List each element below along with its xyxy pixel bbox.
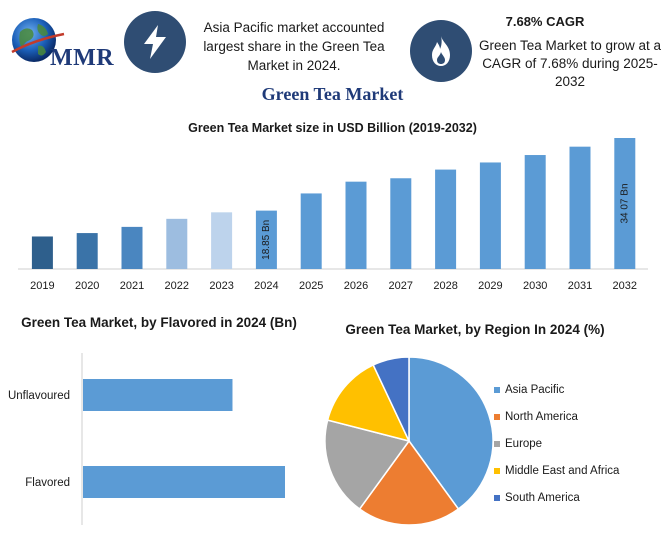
lightning-icon xyxy=(144,25,166,59)
x-tick-label: 2028 xyxy=(433,280,457,292)
legend-item: Europe xyxy=(494,430,619,457)
y-tick-label: Flavored xyxy=(25,477,70,489)
region-chart-title: Green Tea Market, by Region In 2024 (%) xyxy=(345,322,605,337)
legend-label: Asia Pacific xyxy=(505,383,565,396)
market-size-chart-title: Green Tea Market size in USD Billion (20… xyxy=(188,121,477,135)
legend-item: South America xyxy=(494,484,619,511)
flavored-bar-chart: Unflavoured Flavored xyxy=(8,353,285,525)
pie-slice-europe xyxy=(324,419,411,511)
region-pie-chart xyxy=(324,356,494,526)
cagr-title: 7.68% CAGR xyxy=(505,14,585,29)
lightning-badge xyxy=(124,11,186,73)
x-tick-label: 2032 xyxy=(613,280,637,292)
bar-2024 xyxy=(255,210,277,269)
logo-text: MMR xyxy=(50,45,115,71)
flame-badge xyxy=(410,20,472,82)
x-tick-label: 2025 xyxy=(299,280,323,292)
legend-label: Europe xyxy=(505,437,543,450)
pie-slice-north-america xyxy=(358,439,460,526)
x-tick-label: 2020 xyxy=(75,280,99,292)
legend-label: North America xyxy=(505,410,578,423)
legend-label: Middle East and Africa xyxy=(505,464,620,477)
bar-2021 xyxy=(121,226,143,269)
bar-2030 xyxy=(524,155,546,269)
bar-2026 xyxy=(345,181,367,269)
cagr-text: Green Tea Market to grow at a CAGR of 7.… xyxy=(478,38,662,89)
legend-item: Middle East and Africa xyxy=(494,457,619,484)
bar-2019 xyxy=(31,236,53,269)
x-tick-label: 2031 xyxy=(568,280,592,292)
x-tick-label: 2019 xyxy=(30,280,54,292)
x-tick-label: 2029 xyxy=(478,280,502,292)
flavored-chart-title: Green Tea Market, by Flavored in 2024 (B… xyxy=(21,315,297,330)
bar-2031 xyxy=(569,146,591,269)
bar-2032 xyxy=(614,138,636,269)
x-tick-label: 2026 xyxy=(344,280,368,292)
x-tick-label: 2024 xyxy=(254,280,278,292)
legend-item: Asia Pacific xyxy=(494,376,619,403)
market-size-bar-chart: 2019 2020 2021 2022 2023 2024 18.85 Bn 2025 2026… xyxy=(18,138,648,292)
legend-swatch xyxy=(494,440,500,447)
bar-2022 xyxy=(166,218,188,269)
bar-2023 xyxy=(211,212,233,269)
bar-2029 xyxy=(479,162,501,269)
info-asia-pacific: Asia Pacific market accounted largest sh… xyxy=(203,20,385,73)
pie-slice-asia-pacific xyxy=(408,356,494,511)
legend-item: North America xyxy=(494,403,619,430)
bar-unflavoured xyxy=(83,379,233,411)
x-tick-label: 2023 xyxy=(209,280,233,292)
data-label-2032: 34 07 Bn xyxy=(619,183,630,223)
bar-2020 xyxy=(76,233,98,269)
bar-2027 xyxy=(390,178,412,269)
bar-flavored xyxy=(83,466,285,498)
x-tick-label: 2021 xyxy=(120,280,144,292)
legend-swatch xyxy=(494,494,500,501)
data-label-2024: 18.85 Bn xyxy=(261,220,272,260)
x-tick-label: 2027 xyxy=(389,280,413,292)
pie-slice-middle-east-and-africa xyxy=(326,363,411,443)
pie-slice-south-america xyxy=(372,356,410,442)
region-legend: Asia Pacific North America Europe Middle Ea… xyxy=(494,376,619,511)
globe-icon xyxy=(11,18,65,62)
bar-2028 xyxy=(435,169,457,269)
page-title: Green Tea Market xyxy=(261,84,404,104)
legend-swatch xyxy=(494,386,500,393)
legend-swatch xyxy=(494,413,500,420)
flame-icon xyxy=(432,36,450,66)
bar-2025 xyxy=(300,193,322,269)
legend-label: South America xyxy=(505,491,580,504)
x-tick-label: 2022 xyxy=(165,280,189,292)
mmr-logo: MMR xyxy=(8,12,120,72)
x-tick-label: 2030 xyxy=(523,280,547,292)
legend-swatch xyxy=(494,467,500,474)
y-tick-label: Unflavoured xyxy=(8,390,70,402)
